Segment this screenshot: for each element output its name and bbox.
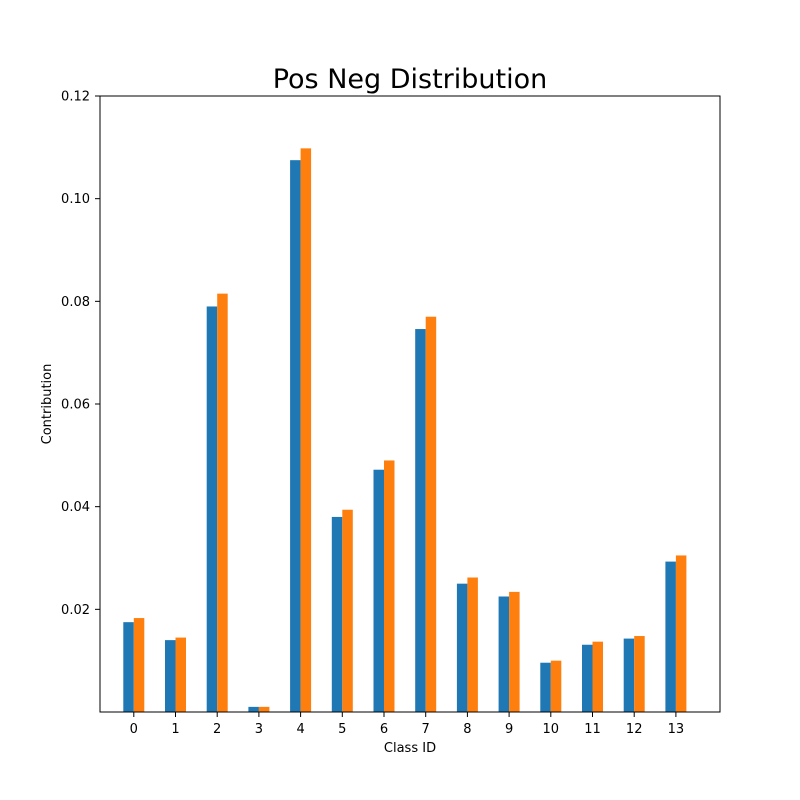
y-tick-label: 0.04 — [61, 500, 90, 515]
bar-series2-class-5 — [342, 509, 353, 712]
x-tick-label: 3 — [255, 722, 263, 737]
bars-layer — [123, 148, 687, 713]
x-tick-label: 9 — [505, 722, 513, 737]
y-tick-label: 0.06 — [61, 398, 90, 413]
bar-series2-class-7 — [425, 316, 437, 712]
x-tick-label: 7 — [422, 722, 430, 737]
bar-series2-class-11 — [592, 641, 603, 712]
bar-series2-class-3 — [258, 706, 270, 712]
bar-series1-class-3 — [248, 706, 259, 712]
x-tick-label: 5 — [338, 722, 346, 737]
x-tick-label: 2 — [213, 722, 221, 737]
bar-series2-class-2 — [217, 293, 228, 712]
bar-series1-class-7 — [415, 329, 426, 712]
bar-series1-class-6 — [373, 469, 384, 712]
bar-series1-class-5 — [331, 516, 343, 712]
bar-series2-class-1 — [175, 637, 186, 712]
x-tick-label: 13 — [668, 722, 685, 737]
x-tick-label: 11 — [584, 722, 601, 737]
bar-series2-class-12 — [634, 636, 645, 712]
bar-series2-class-9 — [509, 591, 520, 712]
y-axis-ticks: 0.02 0.04 0.06 0.08 0.10 0.12 — [61, 90, 100, 618]
bar-series1-class-12 — [623, 638, 635, 712]
x-tick-label: 10 — [543, 722, 560, 737]
x-axis-label: Class ID — [384, 741, 436, 756]
bar-series2-class-10 — [550, 660, 562, 712]
x-tick-label: 8 — [463, 722, 471, 737]
chart-title: Pos Neg Distribution — [273, 64, 548, 95]
bar-series2-class-4 — [300, 148, 312, 713]
y-tick-label: 0.08 — [61, 295, 90, 310]
x-tick-label: 1 — [171, 722, 179, 737]
x-tick-label: 0 — [130, 722, 138, 737]
bar-series1-class-4 — [290, 160, 301, 713]
bar-series1-class-11 — [582, 644, 593, 712]
y-tick-label: 0.10 — [61, 192, 90, 207]
y-tick-label: 0.12 — [61, 90, 90, 105]
bar-series2-class-6 — [384, 460, 395, 712]
bar-series2-class-13 — [675, 555, 687, 712]
bar-series1-class-10 — [540, 662, 551, 712]
bar-series1-class-0 — [123, 622, 134, 712]
bar-series1-class-2 — [206, 306, 218, 712]
bar-series2-class-8 — [467, 577, 478, 712]
bar-series1-class-9 — [498, 596, 510, 712]
y-axis-label: Contribution — [40, 364, 55, 445]
y-tick-label: 0.02 — [61, 603, 90, 618]
bar-series1-class-1 — [165, 640, 176, 712]
x-axis-ticks: 0 1 2 3 4 5 6 7 8 9 10 11 12 13 — [130, 712, 685, 737]
plot-frame — [99, 95, 721, 713]
bar-series1-class-8 — [456, 583, 468, 712]
x-tick-label: 4 — [296, 722, 304, 737]
x-tick-label: 12 — [626, 722, 643, 737]
x-tick-label: 6 — [380, 722, 388, 737]
bar-series2-class-0 — [133, 618, 145, 712]
bar-series1-class-13 — [665, 561, 676, 712]
